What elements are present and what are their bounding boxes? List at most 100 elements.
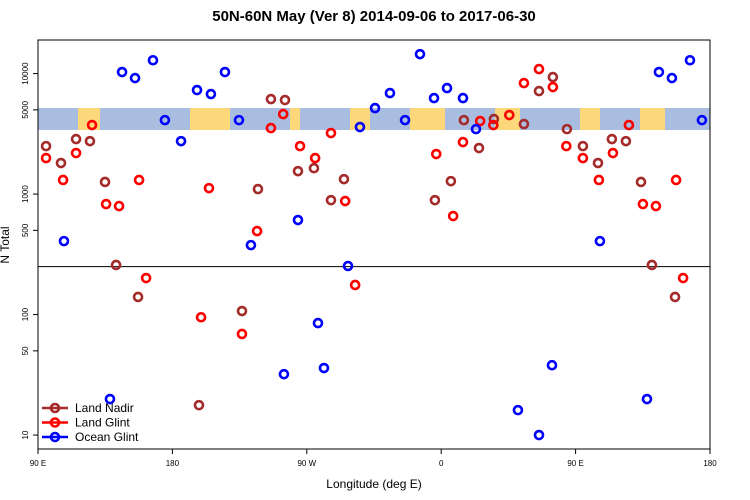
data-point <box>577 140 589 152</box>
data-point <box>265 93 277 105</box>
data-point <box>594 235 606 247</box>
data-point <box>474 115 486 127</box>
data-point <box>133 174 145 186</box>
data-point <box>325 127 337 139</box>
data-point <box>252 183 264 195</box>
data-point <box>620 135 632 147</box>
data-point <box>430 148 442 160</box>
data-point <box>696 114 708 126</box>
y-tick-label: 100 <box>21 307 30 321</box>
y-tick-label: 500 <box>21 223 30 237</box>
data-point <box>236 328 248 340</box>
y-axis-label: N Total <box>0 226 12 263</box>
data-point <box>236 305 248 317</box>
x-tick-label: 180 <box>166 459 180 468</box>
data-point <box>670 174 682 186</box>
y-tick-label: 50 <box>21 346 30 355</box>
y-tick-label: 10000 <box>21 62 30 85</box>
data-point <box>457 136 469 148</box>
data-point <box>623 119 635 131</box>
legend-label: Ocean Glint <box>75 430 139 444</box>
data-point <box>104 393 116 405</box>
data-point <box>70 133 82 145</box>
chart-title: 50N-60N May (Ver 8) 2014-09-06 to 2017-0… <box>212 8 536 25</box>
data-point <box>193 399 205 411</box>
data-point <box>84 135 96 147</box>
data-point <box>457 92 469 104</box>
map-ocean <box>230 108 290 130</box>
data-point <box>650 200 662 212</box>
data-point <box>58 235 70 247</box>
legend-marker <box>49 417 61 428</box>
map-ocean <box>445 108 495 130</box>
data-point <box>354 121 366 133</box>
y-tick-label: 5000 <box>21 100 30 118</box>
data-point <box>219 66 231 78</box>
data-point <box>279 94 291 106</box>
data-point <box>175 135 187 147</box>
data-point <box>233 114 245 126</box>
data-point <box>429 194 441 206</box>
data-point <box>669 291 681 303</box>
data-point <box>116 66 128 78</box>
data-point <box>399 114 411 126</box>
x-tick-label: 180 <box>703 459 717 468</box>
data-point <box>518 118 530 130</box>
plot-frame <box>37 39 711 450</box>
legend-marker <box>49 402 61 414</box>
map-ocean <box>100 108 190 130</box>
data-point <box>470 123 482 135</box>
data-point <box>488 113 500 125</box>
data-point <box>641 393 653 405</box>
data-point <box>57 174 69 186</box>
data-point <box>308 162 320 174</box>
data-point <box>533 85 545 97</box>
data-point <box>447 210 459 222</box>
data-point <box>245 239 257 251</box>
data-point <box>458 114 470 126</box>
data-point <box>309 152 321 164</box>
data-point <box>533 63 545 75</box>
data-point <box>318 362 330 374</box>
data-point <box>325 194 337 206</box>
data-point <box>70 147 82 159</box>
data-point <box>637 198 649 210</box>
data-point <box>265 122 277 134</box>
data-point <box>278 368 290 380</box>
data-point <box>339 195 351 207</box>
legend-label: Land Nadir <box>75 401 134 415</box>
data-point <box>191 84 203 96</box>
data-point <box>277 108 289 120</box>
y-tick-label: 1000 <box>21 185 30 203</box>
data-point <box>159 114 171 126</box>
data-point <box>488 119 499 131</box>
data-point <box>653 66 665 78</box>
data-point <box>561 123 573 135</box>
data-point <box>677 272 689 284</box>
data-point <box>294 140 306 152</box>
x-tick-label: 0 <box>439 459 444 468</box>
data-point <box>205 88 217 100</box>
data-point <box>349 279 361 291</box>
x-axis-label: Longitude (deg E) <box>326 477 421 491</box>
data-point <box>547 71 559 83</box>
map-ocean <box>370 108 410 130</box>
data-point <box>338 173 350 185</box>
data-point <box>684 54 696 66</box>
map-ocean <box>300 108 350 130</box>
data-point <box>369 102 381 114</box>
data-point <box>428 92 440 104</box>
data-point <box>414 48 426 60</box>
data-point <box>292 165 304 177</box>
y-tick-label: 10 <box>21 430 30 439</box>
data-point <box>342 260 354 272</box>
data-point <box>646 259 658 271</box>
data-point <box>607 147 619 159</box>
data-point <box>666 72 678 84</box>
data-point <box>512 404 524 416</box>
data-point <box>593 174 605 186</box>
data-point <box>147 54 159 66</box>
map-ocean <box>600 108 640 130</box>
map-ocean <box>665 108 710 130</box>
data-point <box>86 119 98 131</box>
